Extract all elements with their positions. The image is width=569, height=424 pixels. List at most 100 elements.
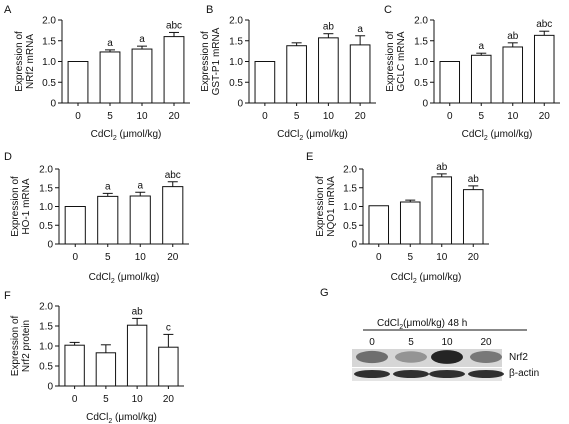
x-axis-label: CdCl2 (μmol/kg) xyxy=(86,412,157,424)
significance-label: ab xyxy=(468,174,480,185)
y-tick-label: 0 xyxy=(50,99,56,110)
subscript: 2 xyxy=(413,278,417,285)
y-axis-label: Expression ofHO-1 mRNA xyxy=(10,176,32,237)
blot-membrane-nrf2 xyxy=(352,349,502,367)
panel-letter: G xyxy=(320,287,329,299)
chart-panel-c: C 0 0.5 1.0 1.5 2.0 0 a 5 ab 10 abc 20 Expression ofG… xyxy=(384,4,560,142)
x-tick-label: 5 xyxy=(407,252,413,263)
label-part: CdCl xyxy=(89,272,111,283)
label-part: (μmol/kg) 48 h xyxy=(403,318,467,329)
significance-label: ab xyxy=(507,31,519,42)
bar xyxy=(286,45,307,104)
bar xyxy=(533,34,555,104)
bar xyxy=(162,186,184,245)
x-tick-label: 0 xyxy=(75,111,81,122)
x-tick-label: 0 xyxy=(262,111,268,122)
label-part: Expression of xyxy=(10,315,21,376)
label-part: CdCl xyxy=(277,129,299,140)
x-tick-label: 10 xyxy=(132,394,144,405)
bar xyxy=(95,352,117,387)
y-axis-label: Expression ofNRf2 mRNA xyxy=(14,31,36,92)
subscript: 2 xyxy=(113,135,117,142)
panel-letter: A xyxy=(4,4,12,16)
y-tick-label: 1.5 xyxy=(39,322,53,333)
subscript: 2 xyxy=(484,135,488,142)
x-tick-label: 5 xyxy=(294,111,300,122)
x-tick-label: 5 xyxy=(107,111,113,122)
x-axis-label: CdCl2 (μmol/kg) xyxy=(462,129,533,142)
significance-label: a xyxy=(478,41,484,52)
subscript: 2 xyxy=(108,418,112,424)
y-axis-label: Expression ofGST-P1 mRNA xyxy=(200,27,222,95)
subscript: 2 xyxy=(111,278,115,285)
y-tick-label: 0 xyxy=(351,240,357,251)
label-part: Nrf2 protein xyxy=(21,320,32,372)
bar xyxy=(97,195,119,245)
bar xyxy=(163,36,185,104)
significance-label: abc xyxy=(166,20,182,31)
x-axis-label: CdCl2 (μmol/kg) xyxy=(89,272,160,285)
y-tick-label: 0.5 xyxy=(39,362,53,373)
y-tick-label: 2.0 xyxy=(343,165,357,176)
label-part: (μmol/kg) xyxy=(117,129,162,140)
significance-label: abc xyxy=(165,170,181,181)
significance-label: a xyxy=(357,24,363,35)
y-tick-label: 1.0 xyxy=(42,57,56,68)
x-axis-label: CdCl2 (μmol/kg) xyxy=(91,129,162,142)
y-tick-label: 2.0 xyxy=(229,16,243,27)
bar xyxy=(502,46,524,104)
panel-letter: F xyxy=(4,290,11,302)
y-tick-label: 1.0 xyxy=(414,57,428,68)
x-tick-label: 0 xyxy=(376,252,382,263)
y-tick-label: 1.0 xyxy=(39,202,53,213)
y-tick-label: 0.5 xyxy=(229,78,243,89)
bar xyxy=(462,189,484,245)
label-part: (μmol/kg) xyxy=(488,129,533,140)
y-tick-label: 1.0 xyxy=(229,57,243,68)
label-part: CdCl xyxy=(462,129,484,140)
x-axis-label: CdCl2 (μmol/kg) xyxy=(391,272,462,285)
bar xyxy=(126,324,148,387)
x-tick-label: 20 xyxy=(468,252,480,263)
y-tick-label: 1.5 xyxy=(343,183,357,194)
label-part: CdCl xyxy=(377,318,399,329)
lane-label: 5 xyxy=(408,337,414,348)
y-tick-label: 1.0 xyxy=(39,342,53,353)
band-label-nrf2: Nrf2 xyxy=(509,352,528,363)
actin-band xyxy=(429,370,465,378)
blot-header: CdCl2(μmol/kg) 48 h xyxy=(377,318,467,331)
lane-label: 10 xyxy=(441,337,453,348)
lane-label: 20 xyxy=(480,337,492,348)
y-tick-label: 2.0 xyxy=(42,16,56,27)
y-tick-label: 0.5 xyxy=(42,78,56,89)
chart-panel-b: B 0 0.5 1.0 1.5 2.0 0 5 ab 10 a 20 Expression ofGST-… xyxy=(200,4,376,142)
label-part: (μmol/kg) xyxy=(115,272,160,283)
bar xyxy=(368,205,390,245)
label-part: CdCl xyxy=(91,129,113,140)
chart-panel-a: A 0 0.5 1.0 1.5 2.0 0 a 5 a 10 abc 20 Expression ofNR… xyxy=(4,4,190,142)
band-label-actin: β-actin xyxy=(509,368,539,379)
y-tick-label: 0 xyxy=(47,382,53,393)
chart-panel-d: D 0 0.5 1.0 1.5 2.0 0 a 5 a 10 abc 20 Expression ofHO… xyxy=(4,151,189,285)
x-tick-label: 20 xyxy=(163,394,175,405)
bar xyxy=(99,51,121,104)
label-part: NQO1 mRNA xyxy=(326,176,337,237)
y-tick-label: 2.0 xyxy=(39,165,53,176)
significance-label: a xyxy=(137,180,143,191)
lane-label: 0 xyxy=(369,337,375,348)
bar xyxy=(349,44,371,104)
significance-label: c xyxy=(166,322,171,333)
label-part: Expression of xyxy=(10,176,21,237)
significance-label: ab xyxy=(323,22,335,33)
significance-label: a xyxy=(105,181,111,192)
chart-panel-e: E 0 0.5 1.0 1.5 2.0 0 5 ab 10 ab 20 Expression ofNQO… xyxy=(306,151,489,285)
x-tick-label: 20 xyxy=(355,111,367,122)
label-part: (μmol/kg) xyxy=(417,272,462,283)
label-part: CdCl xyxy=(86,412,108,423)
label-part: GST-P1 mRNA xyxy=(211,27,222,95)
significance-label: a xyxy=(107,38,113,49)
x-axis-label: CdCl2 (μmol/kg) xyxy=(277,129,348,142)
x-tick-label: 5 xyxy=(478,111,484,122)
